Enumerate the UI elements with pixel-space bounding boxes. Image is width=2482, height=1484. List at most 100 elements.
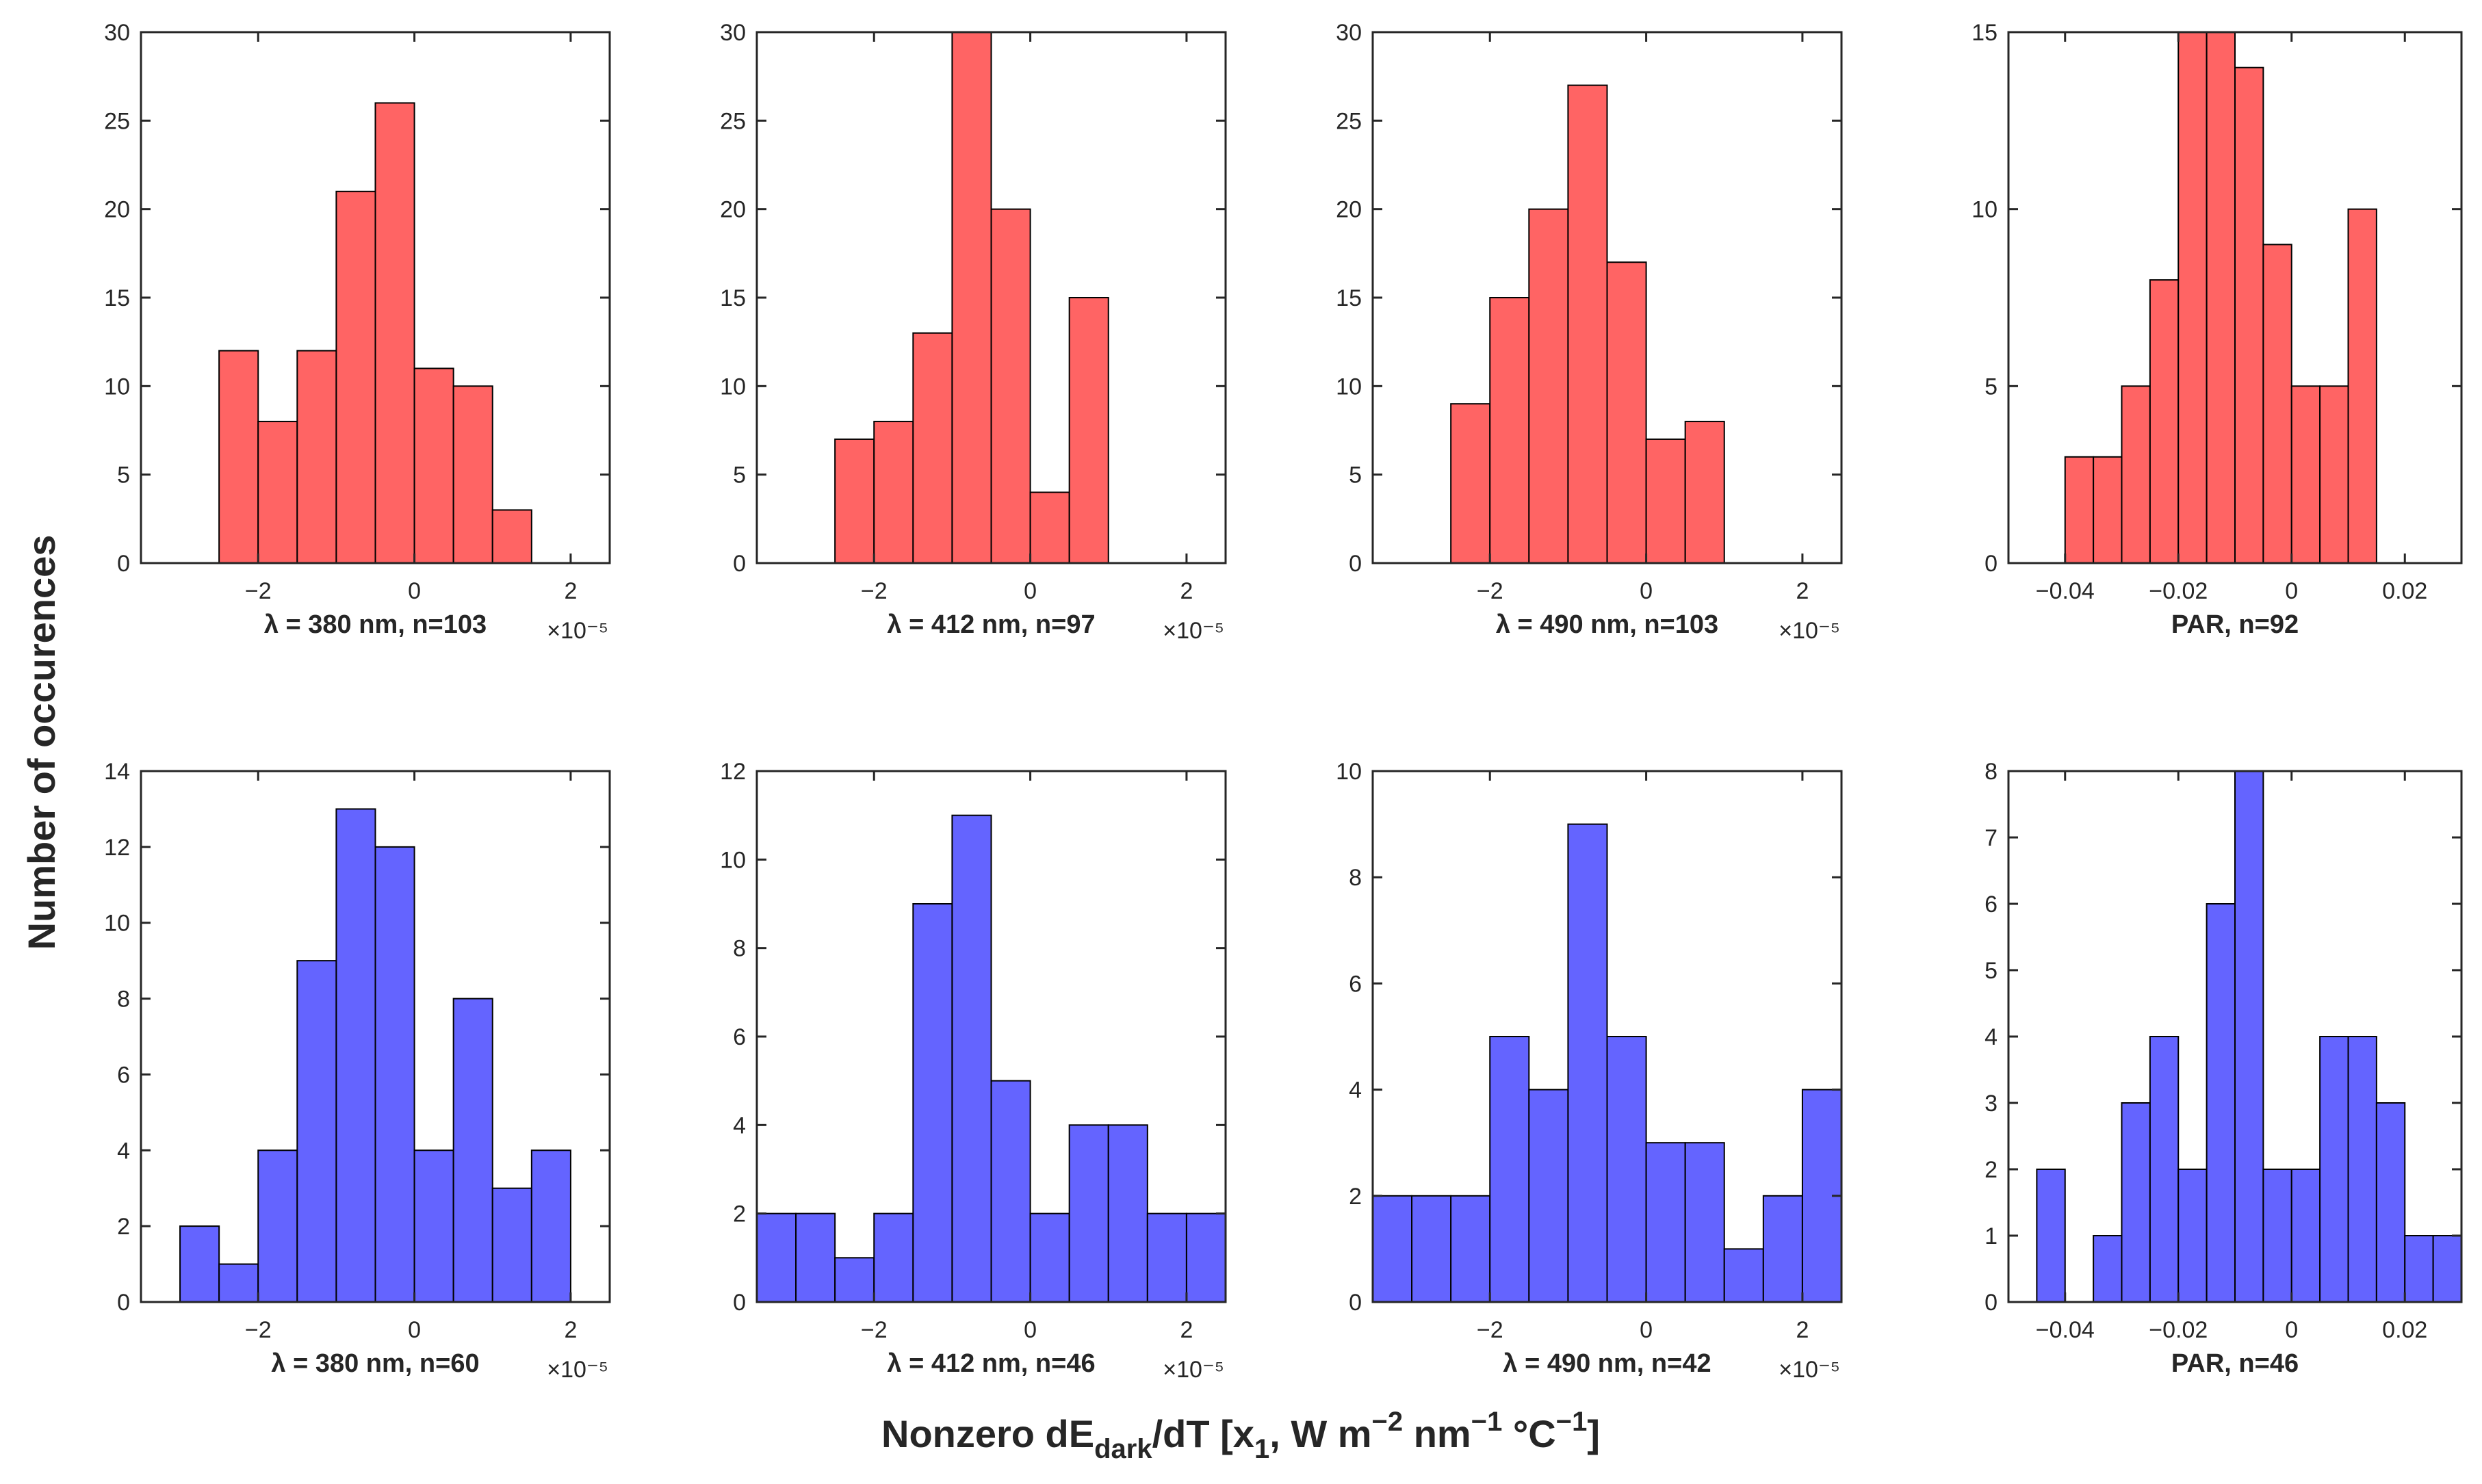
y-tick-label: 5 — [1349, 463, 1362, 489]
panel-xlabel: λ = 380 nm, n=60 — [271, 1349, 479, 1378]
histogram-bar — [1606, 261, 1647, 564]
histogram-bar — [990, 208, 1031, 564]
histogram-bar — [2149, 1036, 2180, 1303]
y-tick-label: 5 — [733, 463, 746, 489]
histogram-bar — [1489, 1036, 1530, 1303]
histogram-bar — [374, 102, 415, 564]
x-tick-label: 2 — [1796, 1317, 1809, 1343]
histogram-bar — [2290, 1169, 2321, 1303]
x-tick-label: −0.04 — [2036, 1317, 2095, 1343]
y-tick-label: 15 — [104, 285, 130, 311]
x-tick-label: −2 — [1477, 1317, 1503, 1343]
y-tick-label: 2 — [733, 1201, 746, 1227]
y-tick-label: 10 — [1972, 197, 1998, 223]
x-exponent-label: ×10⁻⁵ — [1779, 618, 1840, 644]
histogram-bar — [413, 367, 454, 564]
x-axis-title-exp-1: −2 — [1372, 1407, 1404, 1437]
y-tick-label: 0 — [1985, 1290, 1998, 1316]
y-tick-label: 20 — [1336, 197, 1362, 223]
x-tick-label: 0 — [2285, 1317, 2298, 1343]
histogram-panel-2: 0 5 10 15 20 25 30 −2 0 2 λ = 412 nm, n=97 ×10⁻⁵ — [720, 20, 1227, 644]
y-tick-label: 0 — [1349, 551, 1362, 577]
histogram-bar — [218, 1263, 259, 1303]
histogram-bar — [179, 1225, 220, 1303]
y-tick-label: 5 — [117, 463, 130, 489]
histogram-bar — [834, 1257, 875, 1303]
y-tick-label: 5 — [1985, 374, 1998, 400]
histogram-bar — [1029, 491, 1070, 564]
y-tick-label: 25 — [1336, 108, 1362, 134]
x-tick-label: 2 — [564, 1317, 577, 1343]
histogram-bar — [2121, 1102, 2151, 1303]
histogram-panel-7: 0 2 4 6 8 10 −2 0 2 λ = 490 nm, n=42 ×10⁻⁵ — [1336, 759, 1843, 1383]
y-tick-label: 4 — [1349, 1078, 1362, 1104]
histogram-bar — [1645, 1142, 1686, 1303]
histogram-bar — [1528, 1089, 1569, 1303]
x-tick-label: 0.02 — [2382, 578, 2427, 604]
y-tick-label: 10 — [104, 374, 130, 400]
y-tick-label: 10 — [1336, 759, 1362, 785]
x-axis-title-exp-2: −1 — [1471, 1407, 1503, 1437]
histogram-bar — [2234, 66, 2264, 564]
histogram-bar — [990, 1080, 1031, 1303]
x-exponent-label: ×10⁻⁵ — [547, 618, 608, 644]
histogram-bar — [2347, 1036, 2377, 1303]
y-tick-label: 30 — [104, 20, 130, 46]
y-tick-label: 1 — [1985, 1223, 1998, 1249]
y-tick-label: 5 — [1985, 958, 1998, 984]
histogram-bar — [2404, 1235, 2434, 1303]
x-axis-title-mid: /dT [x — [1152, 1412, 1254, 1455]
x-tick-label: 0 — [1640, 1317, 1653, 1343]
y-tick-label: 6 — [117, 1062, 130, 1088]
x-tick-label: −0.02 — [2149, 578, 2208, 604]
y-tick-label: 30 — [720, 20, 746, 46]
y-tick-label: 0 — [733, 551, 746, 577]
y-tick-label: 4 — [733, 1112, 746, 1138]
histogram-panel-3: 0 5 10 15 20 25 30 −2 0 2 λ = 490 nm, n=103 ×10⁻⁵ — [1336, 20, 1843, 644]
y-tick-label: 20 — [104, 197, 130, 223]
histogram-bar — [491, 509, 532, 564]
histogram-bar — [2319, 1036, 2349, 1303]
histogram-bar — [452, 998, 493, 1303]
axes-box — [2007, 31, 2463, 564]
histogram-panel-6: 0 2 4 6 8 10 12 −2 0 2 λ = 412 nm, n=46 ×10⁻⁵ — [720, 759, 1227, 1383]
x-exponent-label: ×10⁻⁵ — [1779, 1357, 1840, 1383]
y-tick-label: 20 — [720, 197, 746, 223]
x-tick-label: −0.04 — [2036, 578, 2095, 604]
y-tick-label: 6 — [1985, 891, 1998, 917]
y-tick-label: 8 — [733, 936, 746, 962]
histogram-bar — [951, 31, 992, 564]
histogram-bar — [2262, 1169, 2292, 1303]
histogram-bar — [257, 421, 298, 564]
histogram-bar — [2177, 31, 2208, 564]
x-axis-title-unit: , W m — [1269, 1412, 1371, 1455]
y-tick-label: 14 — [104, 759, 130, 785]
x-tick-label: 0 — [408, 1317, 421, 1343]
y-tick-label: 25 — [720, 108, 746, 134]
histogram-bar — [2177, 1169, 2208, 1303]
histogram-bar — [1450, 1195, 1491, 1303]
y-tick-label: 0 — [733, 1290, 746, 1316]
histogram-bar — [530, 1149, 571, 1303]
y-tick-label: 0 — [1349, 1290, 1362, 1316]
y-tick-label: 10 — [104, 911, 130, 937]
x-tick-label: 2 — [564, 578, 577, 604]
y-tick-label: 8 — [1349, 865, 1362, 891]
axes-box — [1371, 770, 1843, 1303]
histogram-bar — [452, 385, 493, 564]
x-tick-label: 2 — [1180, 578, 1193, 604]
x-tick-label: −2 — [245, 1317, 272, 1343]
y-tick-label: 15 — [1336, 285, 1362, 311]
histogram-bar — [335, 190, 376, 564]
histogram-bar — [1723, 1248, 1764, 1303]
histogram-bar — [1185, 1212, 1226, 1303]
histogram-bar — [795, 1212, 836, 1303]
y-tick-label: 10 — [720, 847, 746, 873]
histogram-bar — [2319, 385, 2349, 564]
x-axis-title-unit-3: °C — [1502, 1412, 1555, 1455]
y-tick-label: 2 — [1349, 1184, 1362, 1210]
histogram-bar — [912, 332, 953, 564]
y-tick-label: 12 — [720, 759, 746, 785]
x-tick-label: 0 — [2285, 578, 2298, 604]
